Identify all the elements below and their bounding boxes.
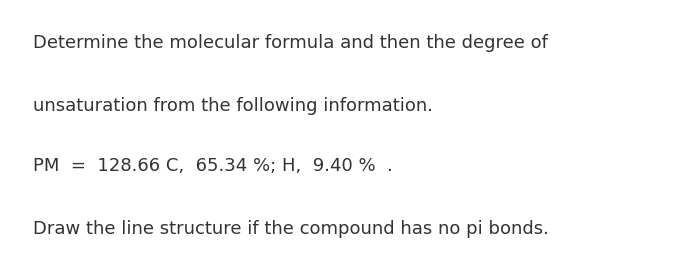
Text: Determine the molecular formula and then the degree of: Determine the molecular formula and then…: [33, 34, 548, 52]
Text: PM  =  128.66 C,  65.34 %; H,  9.40 %  .: PM = 128.66 C, 65.34 %; H, 9.40 % .: [33, 157, 393, 175]
Text: Draw the line structure if the compound has no pi bonds.: Draw the line structure if the compound …: [33, 220, 549, 238]
Text: unsaturation from the following information.: unsaturation from the following informat…: [33, 97, 433, 115]
